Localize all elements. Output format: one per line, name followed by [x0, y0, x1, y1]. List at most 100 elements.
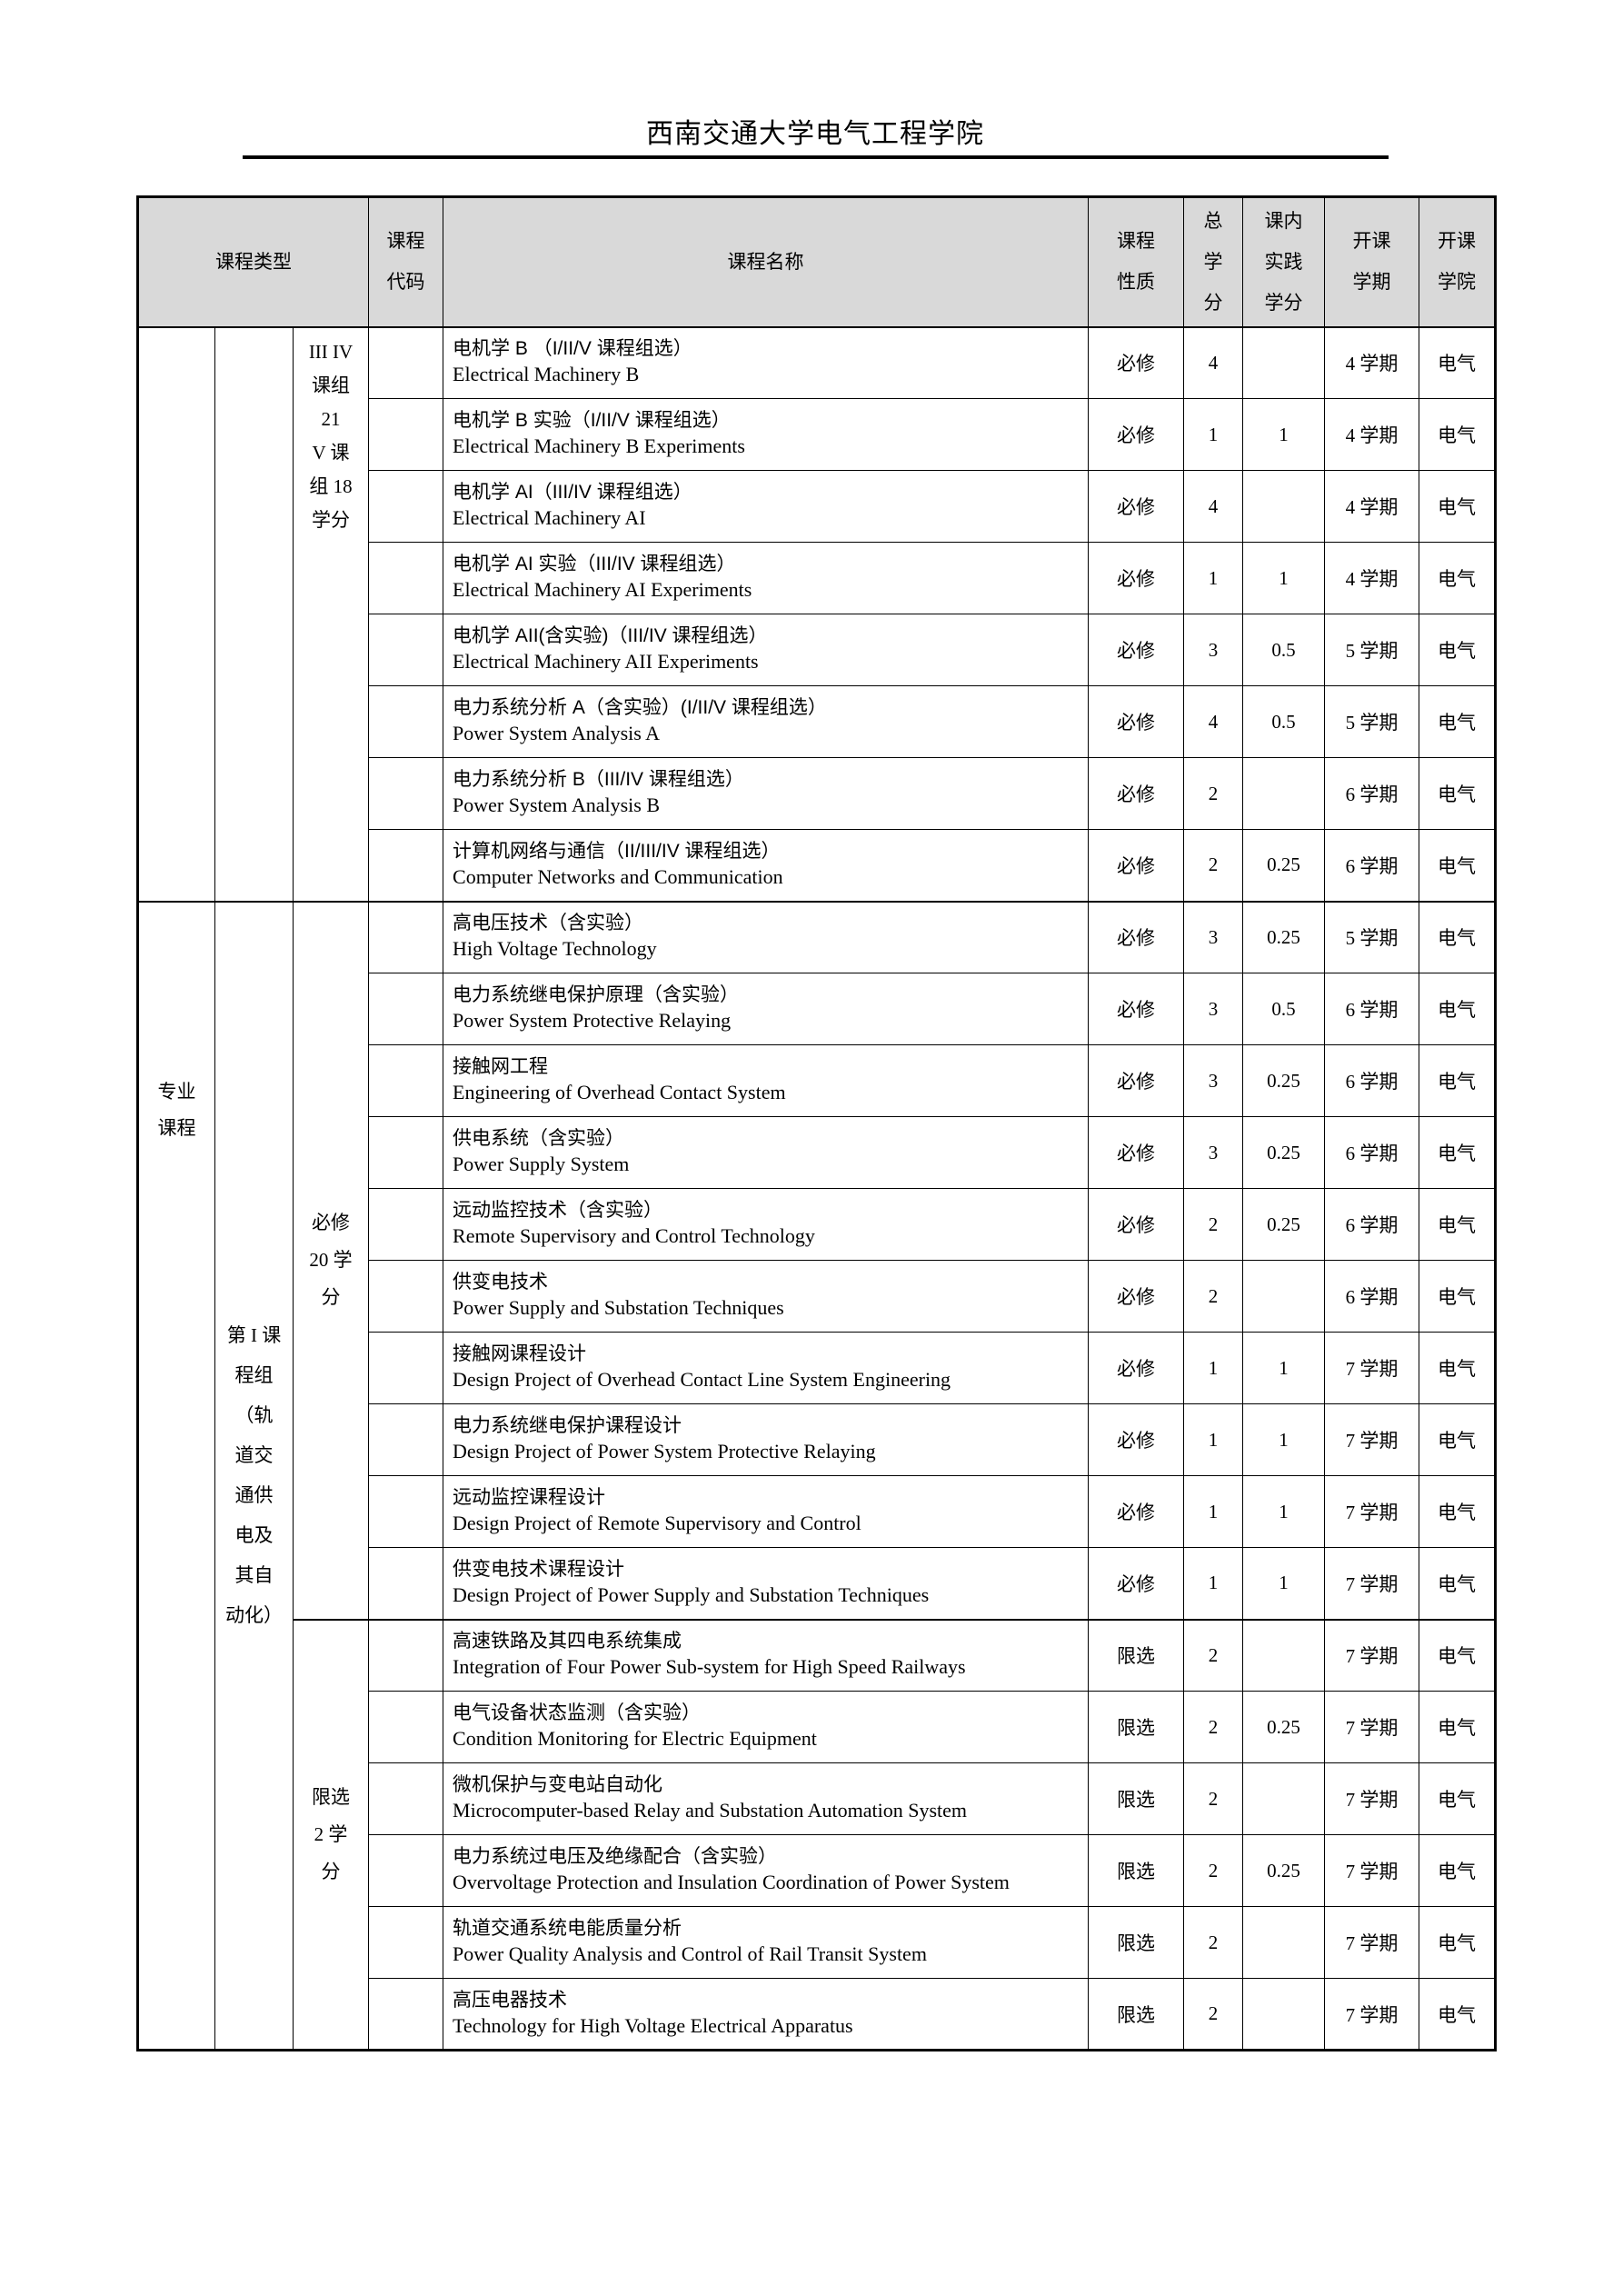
course-name-en: Power System Analysis B: [453, 794, 660, 816]
total-credits-cell: 2: [1183, 1691, 1244, 1763]
college-cell: 电气: [1419, 1978, 1497, 2051]
course-name-cell: 接触网工程 Engineering of Overhead Contact Sys…: [443, 1044, 1090, 1117]
course-name-en: Power Quality Analysis and Control of Ra…: [453, 1942, 927, 1965]
course-name-cell: 远动监控技术（含实验） Remote Supervisory and Contro…: [443, 1188, 1090, 1261]
course-name-en: Power Supply and Substation Techniques: [453, 1296, 784, 1319]
course-name-en: Design Project of Power Supply and Subst…: [453, 1582, 930, 1606]
total-credits-cell: 2: [1183, 1618, 1244, 1692]
course-nature-cell: 限选: [1088, 1691, 1185, 1763]
course-name-en: Overvoltage Protection and Insulation Co…: [453, 1871, 1010, 1893]
course-row: 微机保护与变电站自动化 Microcomputer-based Relay and…: [138, 1762, 1497, 1835]
college-cell: 电气: [1419, 1403, 1497, 1476]
course-name-cell: 接触网课程设计 Design Project of Overhead Contac…: [443, 1332, 1090, 1404]
semester-cell: 7 学期: [1324, 1332, 1420, 1404]
course-row: 电气设备状态监测（含实验） Condition Monitoring for El…: [138, 1691, 1497, 1763]
course-nature-cell: 必修: [1088, 326, 1185, 399]
course-code-cell: [368, 1618, 444, 1692]
course-name-zh: 电力系统继电保护原理（含实验）: [453, 984, 740, 1005]
total-credits-cell: 2: [1183, 1260, 1244, 1333]
semester-cell: 6 学期: [1324, 757, 1420, 830]
semester-cell: 7 学期: [1324, 1475, 1420, 1548]
course-code-cell: [368, 973, 444, 1045]
course-name-en: Design Project of Remote Supervisory and…: [453, 1512, 861, 1534]
semester-cell: 7 学期: [1324, 1547, 1420, 1620]
course-row: 接触网工程 Engineering of Overhead Contact Sys…: [138, 1044, 1497, 1117]
col-header-course-name: 课程名称: [443, 196, 1090, 328]
college-cell: 电气: [1419, 973, 1497, 1045]
college-cell: 电气: [1419, 1547, 1497, 1620]
practice-credits-cell: [1242, 326, 1326, 399]
practice-credits-cell: 0.25: [1242, 900, 1326, 973]
course-name-en: Power Supply System: [453, 1153, 630, 1175]
course-row: 电机学 AI（III/IV 课程组选） Electrical Machinery …: [138, 470, 1497, 543]
course-code-cell: [368, 1906, 444, 1979]
college-cell: 电气: [1419, 614, 1497, 686]
total-credits-cell: 1: [1183, 542, 1244, 614]
practice-credits-cell: 1: [1242, 1332, 1326, 1404]
total-credits-cell: 4: [1183, 685, 1244, 758]
course-code-cell: [368, 614, 444, 686]
course-code-cell: [368, 1116, 444, 1189]
course-name-cell: 电机学 B 实验（I/II/V 课程组选） Electrical Machiner…: [443, 398, 1090, 471]
page-title: 西南交通大学电气工程学院: [646, 119, 984, 149]
college-cell: 电气: [1419, 1618, 1497, 1692]
course-nature-cell: 必修: [1088, 1475, 1185, 1548]
course-name-cell: 电力系统继电保护原理（含实验） Power System Protective R…: [443, 973, 1090, 1045]
course-row: 限选 2 学 分 高速铁路及其四电系统集成 Integration of Four …: [138, 1618, 1497, 2051]
practice-credits-cell: [1242, 470, 1326, 543]
college-cell: 电气: [1419, 1475, 1497, 1548]
semester-cell: 4 学期: [1324, 542, 1420, 614]
course-name-zh: 电力系统过电压及绝缘配合（含实验）: [453, 1846, 778, 1867]
course-row: 电机学 AI 实验（III/IV 课程组选） Electrical Machine…: [138, 542, 1497, 614]
semester-cell: 4 学期: [1324, 398, 1420, 471]
course-name-zh: 高压电器技术: [453, 1989, 568, 2011]
college-cell: 电气: [1419, 1044, 1497, 1117]
course-name-en: Electrical Machinery AI: [453, 506, 646, 529]
course-name-en: Condition Monitoring for Electric Equipm…: [453, 1727, 817, 1750]
practice-credits-cell: 1: [1242, 1403, 1326, 1476]
college-cell: 电气: [1419, 1762, 1497, 1835]
semester-cell: 7 学期: [1324, 1978, 1420, 2051]
practice-credits-cell: 1: [1242, 1475, 1326, 1548]
course-row: III IV 课组 21 V 课 组 18 学分 电机学 B （I/II/V 课程…: [137, 326, 1497, 902]
col-header-course-type: 课程类型: [136, 196, 370, 328]
course-code-cell: [368, 1691, 444, 1763]
course-row: 电力系统过电压及绝缘配合（含实验） Overvoltage Protection …: [138, 1834, 1497, 1907]
college-cell: 电气: [1419, 1188, 1497, 1261]
college-cell: 电气: [1419, 1834, 1497, 1907]
semester-cell: 7 学期: [1324, 1403, 1420, 1476]
course-name-zh: 电力系统继电保护课程设计: [453, 1415, 682, 1436]
course-name-en: Power System Protective Relaying: [453, 1009, 732, 1032]
semester-cell: 4 学期: [1324, 470, 1420, 543]
course-row: 专业 课程第 I 课 程组 （轨 道交 通供 电及 其自 动化） 必修 20 学 …: [137, 900, 1497, 2051]
col-header-course-nature: 课程 性质: [1088, 196, 1185, 328]
total-credits-cell: 2: [1183, 757, 1244, 830]
course-nature-cell: 必修: [1088, 1332, 1185, 1404]
course-row: 电机学 AII(含实验)（III/IV 课程组选） Electrical Mach…: [138, 614, 1497, 686]
course-table: 课程类型 课程 代码 课程名称 课程 性质 总 学 分 课内 实践 学分 开课 …: [136, 195, 1498, 2051]
semester-cell: 6 学期: [1324, 1188, 1420, 1261]
course-row: 供电系统（含实验） Power Supply System 必修 3 0.25 6 学期电…: [138, 1116, 1497, 1189]
college-cell: 电气: [1419, 1116, 1497, 1189]
course-nature-cell: 必修: [1088, 685, 1185, 758]
course-code-cell: [368, 1978, 444, 2051]
practice-credits-cell: 0.25: [1242, 829, 1326, 902]
course-name-zh: 电机学 B 实验（I/II/V 课程组选）: [453, 410, 731, 431]
course-name-cell: 电气设备状态监测（含实验） Condition Monitoring for El…: [443, 1691, 1090, 1763]
course-code-cell: [368, 326, 444, 399]
course-name-zh: 接触网工程: [453, 1056, 549, 1077]
total-credits-cell: 3: [1183, 1044, 1244, 1117]
practice-credits-cell: 0.25: [1242, 1188, 1326, 1261]
course-code-cell: [368, 1475, 444, 1548]
course-name-en: High Voltage Technology: [453, 937, 657, 961]
total-credits-cell: 4: [1183, 470, 1244, 543]
course-name-zh: 远动监控课程设计: [453, 1487, 606, 1508]
course-row: 电力系统继电保护原理（含实验） Power System Protective R…: [138, 973, 1497, 1045]
course-name-zh: 电机学 AII(含实验)（III/IV 课程组选）: [453, 625, 768, 646]
course-code-cell: [368, 1762, 444, 1835]
course-nature-cell: 必修: [1088, 542, 1185, 614]
course-code-cell: [368, 1332, 444, 1404]
practice-credits-cell: 0.5: [1242, 614, 1326, 686]
total-credits-cell: 2: [1183, 1906, 1244, 1979]
total-credits-cell: 1: [1183, 398, 1244, 471]
